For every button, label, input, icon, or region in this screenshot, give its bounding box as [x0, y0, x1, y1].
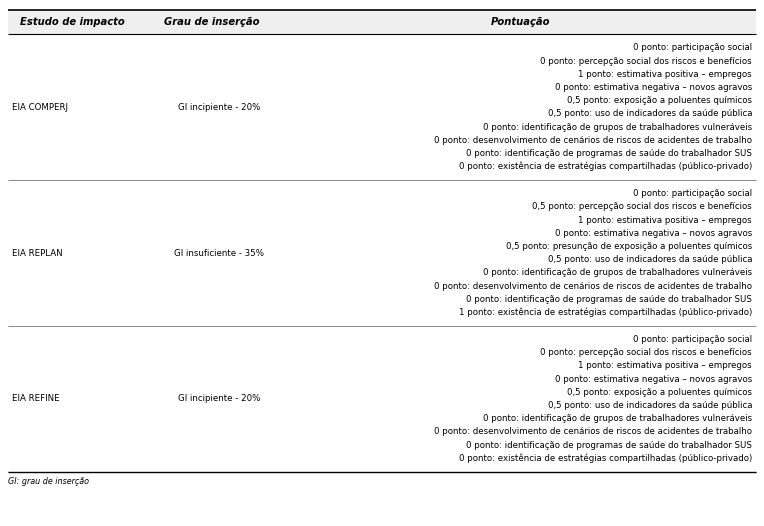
Text: 1 ponto: estimativa positiva – empregos: 1 ponto: estimativa positiva – empregos	[578, 216, 752, 225]
Text: 1 ponto: estimativa positiva – empregos: 1 ponto: estimativa positiva – empregos	[578, 70, 752, 79]
Text: 0 ponto: percepção social dos riscos e benefícios: 0 ponto: percepção social dos riscos e b…	[540, 348, 752, 357]
Text: 0 ponto: percepção social dos riscos e benefícios: 0 ponto: percepção social dos riscos e b…	[540, 56, 752, 66]
Text: EIA REPLAN: EIA REPLAN	[12, 249, 63, 258]
Text: Grau de inserção: Grau de inserção	[164, 17, 260, 27]
Text: 0 ponto: participação social: 0 ponto: participação social	[633, 43, 752, 53]
Text: 0 ponto: identificação de grupos de trabalhadores vulneráveis: 0 ponto: identificação de grupos de trab…	[483, 123, 752, 132]
Text: GI insuficiente - 35%: GI insuficiente - 35%	[174, 249, 264, 258]
Text: 0 ponto: desenvolvimento de cenários de riscos de acidentes de trabalho: 0 ponto: desenvolvimento de cenários de …	[434, 281, 752, 290]
Text: 0,5 ponto: percepção social dos riscos e benefícios: 0,5 ponto: percepção social dos riscos e…	[533, 203, 752, 211]
Text: 0 ponto: estimativa negativa – novos agravos: 0 ponto: estimativa negativa – novos agr…	[555, 83, 752, 92]
Text: 0 ponto: estimativa negativa – novos agravos: 0 ponto: estimativa negativa – novos agr…	[555, 375, 752, 383]
Text: GI incipiente - 20%: GI incipiente - 20%	[178, 103, 261, 112]
Text: 0,5 ponto: uso de indicadores da saúde pública: 0,5 ponto: uso de indicadores da saúde p…	[548, 109, 752, 118]
Text: EIA REFINE: EIA REFINE	[12, 394, 60, 403]
Text: 0 ponto: existência de estratégias compartilhadas (público-privado): 0 ponto: existência de estratégias compa…	[458, 453, 752, 463]
Text: 0 ponto: identificação de programas de saúde do trabalhador SUS: 0 ponto: identificação de programas de s…	[466, 295, 752, 304]
Text: 0 ponto: identificação de grupos de trabalhadores vulneráveis: 0 ponto: identificação de grupos de trab…	[483, 268, 752, 277]
Text: 0,5 ponto: uso de indicadores da saúde pública: 0,5 ponto: uso de indicadores da saúde p…	[548, 255, 752, 264]
Text: 0 ponto: existência de estratégias compartilhadas (público-privado): 0 ponto: existência de estratégias compa…	[458, 162, 752, 171]
Text: 1 ponto: existência de estratégias compartilhadas (público-privado): 1 ponto: existência de estratégias compa…	[458, 308, 752, 317]
Text: 0 ponto: desenvolvimento de cenários de riscos de acidentes de trabalho: 0 ponto: desenvolvimento de cenários de …	[434, 136, 752, 145]
Text: 0 ponto: identificação de programas de saúde do trabalhador SUS: 0 ponto: identificação de programas de s…	[466, 441, 752, 450]
Text: Estudo de impacto: Estudo de impacto	[20, 17, 125, 27]
Text: 0,5 ponto: uso de indicadores da saúde pública: 0,5 ponto: uso de indicadores da saúde p…	[548, 401, 752, 410]
Text: 0 ponto: participação social: 0 ponto: participação social	[633, 189, 752, 198]
Text: 0 ponto: identificação de grupos de trabalhadores vulneráveis: 0 ponto: identificação de grupos de trab…	[483, 414, 752, 423]
Text: Pontuação: Pontuação	[490, 17, 550, 27]
FancyBboxPatch shape	[8, 10, 756, 34]
Text: 0,5 ponto: exposição a poluentes químicos: 0,5 ponto: exposição a poluentes químico…	[567, 388, 752, 397]
Text: GI: grau de inserção: GI: grau de inserção	[8, 478, 89, 487]
Text: 0 ponto: participação social: 0 ponto: participação social	[633, 335, 752, 344]
Text: 0 ponto: identificação de programas de saúde do trabalhador SUS: 0 ponto: identificação de programas de s…	[466, 149, 752, 158]
Text: GI incipiente - 20%: GI incipiente - 20%	[178, 394, 261, 403]
Text: 0,5 ponto: exposição a poluentes químicos: 0,5 ponto: exposição a poluentes químico…	[567, 96, 752, 105]
Text: 1 ponto: estimativa positiva – empregos: 1 ponto: estimativa positiva – empregos	[578, 361, 752, 370]
Text: 0,5 ponto: presunção de exposição a poluentes químicos: 0,5 ponto: presunção de exposição a polu…	[506, 242, 752, 251]
Text: EIA COMPERJ: EIA COMPERJ	[12, 103, 68, 112]
Text: 0 ponto: desenvolvimento de cenários de riscos de acidentes de trabalho: 0 ponto: desenvolvimento de cenários de …	[434, 427, 752, 437]
Text: 0 ponto: estimativa negativa – novos agravos: 0 ponto: estimativa negativa – novos agr…	[555, 229, 752, 238]
